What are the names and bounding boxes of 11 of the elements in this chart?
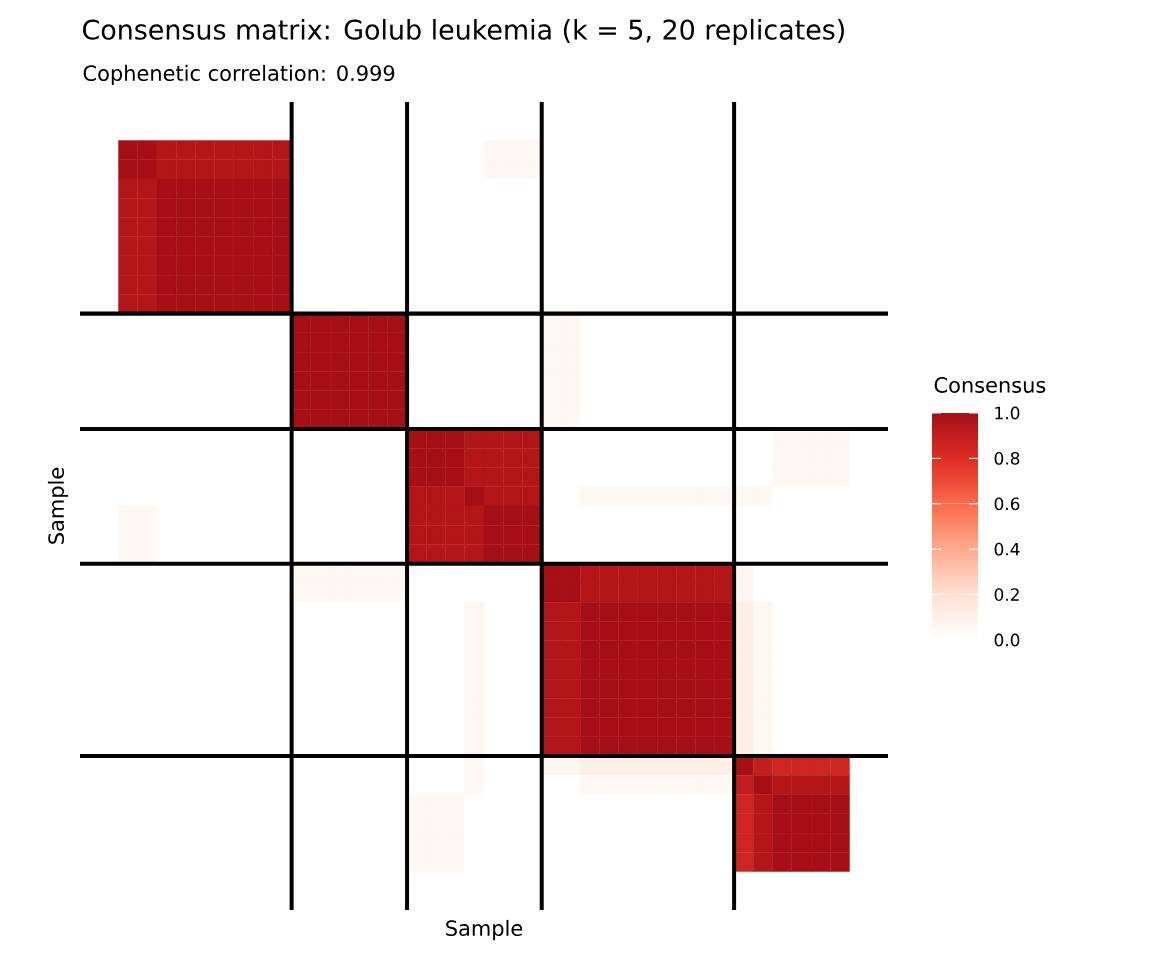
y-axis-title: Sample	[47, 467, 69, 544]
chart-subtitle: Cophenetic correlation: 0.999	[83, 64, 395, 86]
color-bar-title: Consensus	[934, 377, 1046, 393]
color-bar-label: 0.2	[994, 588, 1019, 601]
x-axis-title: Sample	[446, 919, 523, 941]
chart-title: Consensus matrix: Golub leukemia (k = 5, 20 replicates)	[83, 18, 844, 45]
color-bar-label: 1.0	[995, 406, 1020, 420]
color-bar-label: 0.8	[994, 451, 1020, 465]
color-bar-label: 0.0	[994, 633, 1020, 647]
color-bar-label: 0.4	[994, 542, 1020, 556]
color-bar-label: 0.6	[994, 497, 1020, 511]
